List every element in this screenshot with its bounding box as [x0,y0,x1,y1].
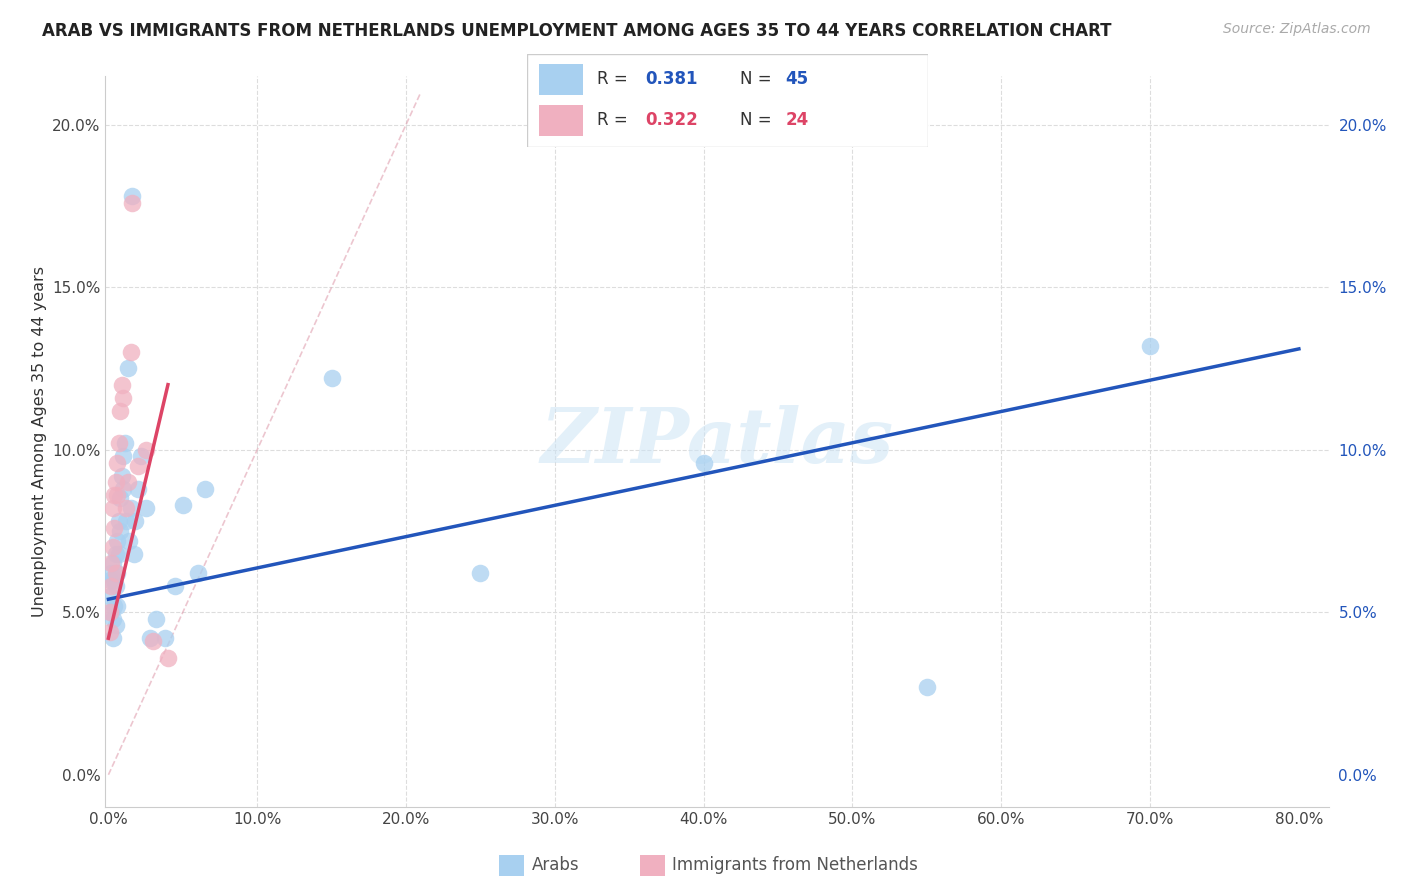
Point [110,403,132,417]
Point [145,612,167,626]
FancyBboxPatch shape [527,54,928,147]
Point [470,566,492,581]
Point [101,501,124,516]
Text: 24: 24 [786,112,808,129]
Point [165,579,187,593]
Text: Arabs: Arabs [531,856,579,874]
Point [153,631,176,645]
Point [172,498,194,512]
Point [104,475,127,490]
Point [111,468,134,483]
Point [135,501,157,516]
Point [100,566,122,581]
Point [108,436,131,450]
Point [139,631,162,645]
Point [1139,338,1161,352]
Point [101,557,124,571]
Text: ARAB VS IMMIGRANTS FROM NETHERLANDS UNEMPLOYMENT AMONG AGES 35 TO 44 YEARS CORRE: ARAB VS IMMIGRANTS FROM NETHERLANDS UNEM… [42,22,1112,40]
Point [110,491,132,506]
Point [135,442,157,457]
Point [117,475,139,490]
Point [98,573,121,587]
Point [100,557,122,571]
Text: R =: R = [598,70,633,88]
Bar [540,64,583,95]
Point [120,345,142,359]
Point [118,533,141,548]
Y-axis label: Unemployment Among Ages 35 to 44 years: Unemployment Among Ages 35 to 44 years [32,266,46,617]
Point [115,514,138,528]
Point [104,547,127,561]
Point [194,482,217,496]
Text: 45: 45 [786,70,808,88]
Point [121,189,143,203]
Point [100,605,122,619]
Text: 0.381: 0.381 [645,70,697,88]
Point [98,605,121,619]
Point [103,599,125,613]
Point [105,488,128,502]
Point [105,456,128,470]
Point [111,377,134,392]
Point [105,599,128,613]
Point [101,540,124,554]
Point [108,547,131,561]
Text: R =: R = [598,112,633,129]
Point [187,566,209,581]
Point [692,456,714,470]
Point [103,573,125,587]
Text: N =: N = [740,112,776,129]
Point [104,566,127,581]
Point [142,634,165,648]
Point [115,501,138,516]
Point [117,361,139,376]
Point [101,631,124,645]
Text: Source: ZipAtlas.com: Source: ZipAtlas.com [1223,22,1371,37]
Point [112,449,135,463]
Point [105,566,128,581]
Point [122,547,145,561]
Point [101,612,124,626]
Point [104,579,127,593]
Point [127,458,149,473]
Point [104,618,127,632]
Point [105,533,128,548]
Point [121,195,143,210]
Text: ZIPatlas: ZIPatlas [540,405,894,478]
Point [98,624,121,639]
Point [129,449,152,463]
Point [110,524,132,538]
Point [156,650,179,665]
Point [321,371,343,385]
Text: N =: N = [740,70,776,88]
Point [120,501,142,516]
Point [127,482,149,496]
Bar [540,105,583,136]
Point [124,514,146,528]
Point [114,436,136,450]
Point [112,482,135,496]
Point [103,488,125,502]
Point [112,391,135,405]
Point [103,521,125,535]
Text: 0.322: 0.322 [645,112,699,129]
Point [915,680,938,694]
Point [98,589,121,603]
Text: Immigrants from Netherlands: Immigrants from Netherlands [672,856,918,874]
Point [100,579,122,593]
Point [108,514,131,528]
